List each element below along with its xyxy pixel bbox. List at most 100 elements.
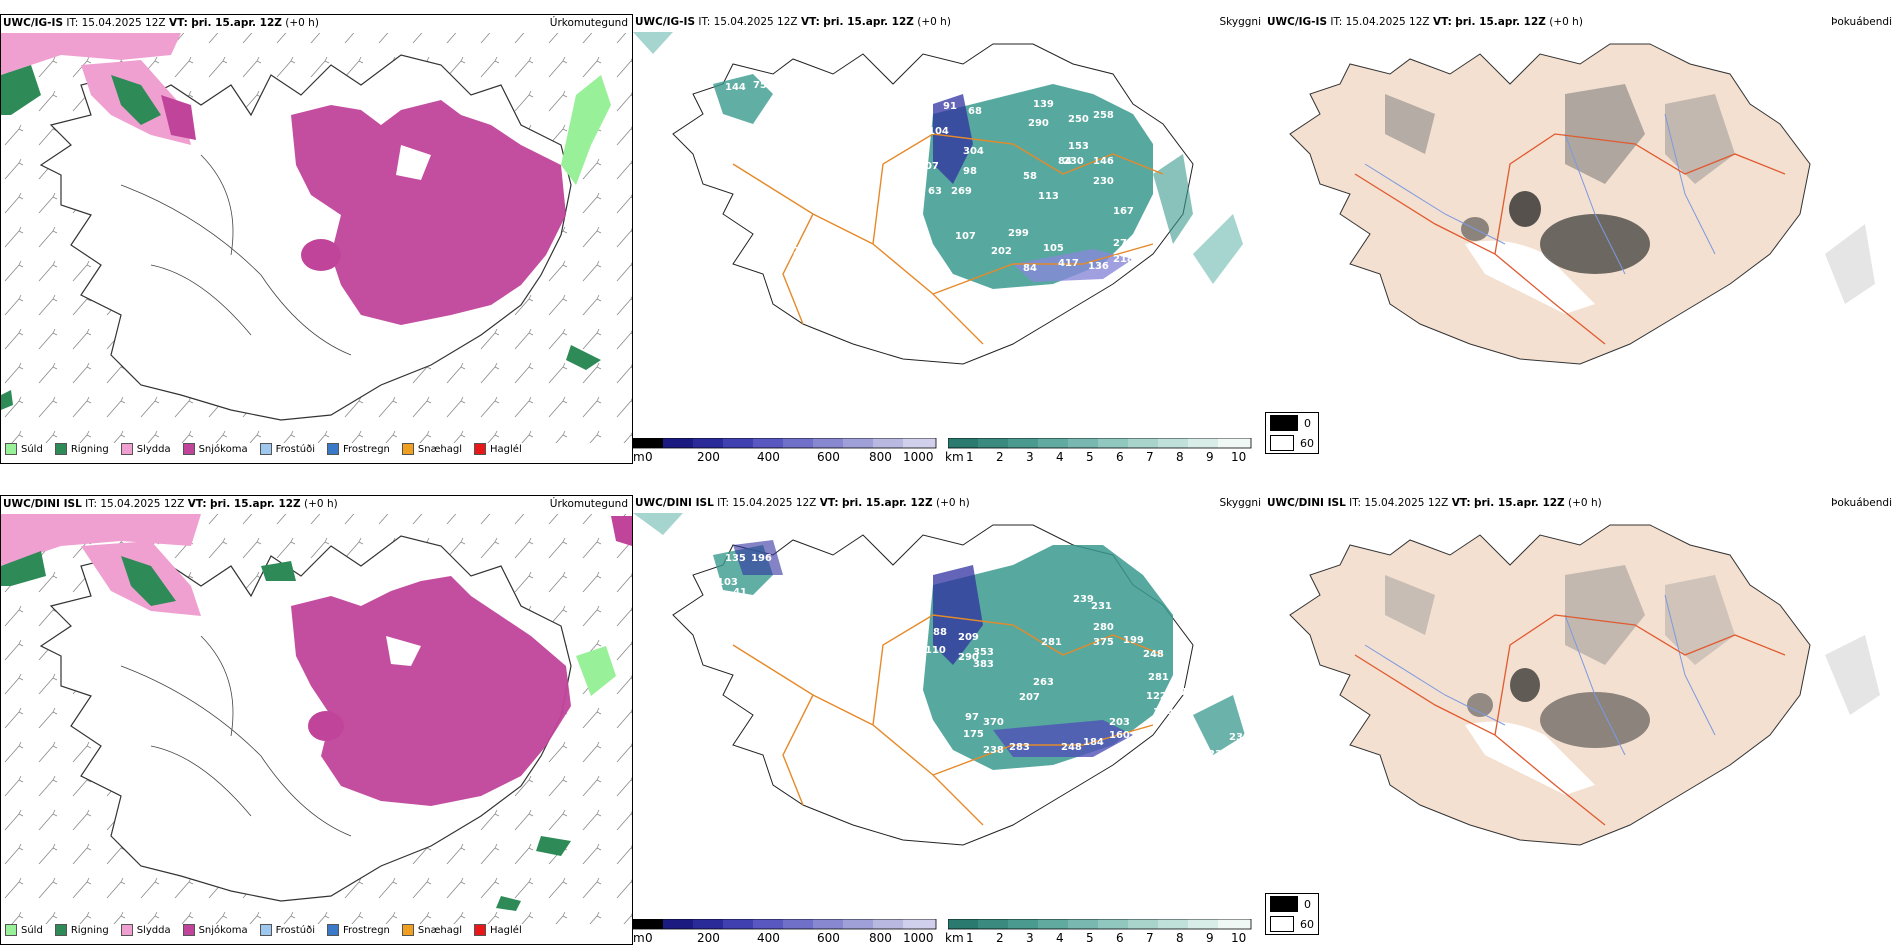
visibility-colorbar [948,438,1252,449]
legend-swatch [5,924,17,936]
svg-text:63: 63 [928,186,942,197]
svg-text:281: 281 [1148,672,1169,683]
snow-area [291,576,571,806]
snow-area [291,100,566,325]
panel-title: Úrkomutegund [549,498,628,510]
svg-text:209: 209 [958,632,979,643]
legend-swatch [401,443,414,455]
rain-area [1,551,46,586]
fog-map [1289,524,1880,846]
svg-text:167: 167 [1113,206,1134,217]
svg-text:107: 107 [918,161,939,172]
svg-text:103: 103 [717,577,738,588]
legend-swatch [120,443,133,455]
road-network [732,614,1164,826]
snow-unit: m [633,450,645,464]
svg-text:154: 154 [1153,707,1174,718]
svg-text:146: 146 [1093,156,1114,167]
fog-legend: 0 60 [1265,412,1319,454]
svg-text:230: 230 [1063,156,1084,167]
svg-text:176: 176 [1173,687,1194,698]
legend-swatch [54,924,67,936]
svg-text:218: 218 [1113,254,1134,265]
panel-header: UWC/DINI ISL IT: 15.04.2025 12Z VT: þri.… [3,498,338,510]
svg-text:283: 283 [1009,742,1030,753]
precip-legend: Súld Rigning Slydda Snjókoma Frostúði Fr… [5,924,522,936]
legend-swatch [474,924,487,936]
svg-text:261: 261 [793,246,814,257]
svg-text:299: 299 [1008,228,1029,239]
svg-text:99: 99 [896,719,910,730]
panel-title: Þokuábendi [1831,16,1892,28]
svg-text:280: 280 [1093,622,1114,633]
svg-text:353: 353 [973,647,994,658]
svg-text:383: 383 [973,659,994,670]
svg-text:135: 135 [725,553,746,564]
svg-text:41: 41 [733,587,747,598]
svg-text:110: 110 [925,645,946,656]
svg-text:231: 231 [1091,601,1112,612]
visibility-panel-row2: UWC/DINI ISL IT: 15.04.2025 12Z VT: þri.… [633,495,1265,945]
legend-swatch [327,924,339,936]
rivers [1364,113,1716,275]
svg-text:97: 97 [965,712,979,723]
svg-text:559: 559 [751,612,772,623]
svg-text:105: 105 [1043,243,1064,254]
svg-text:84: 84 [1023,263,1037,274]
legend-swatch [5,443,17,455]
drizzle-area [561,75,611,185]
panel-header: UWC/DINI ISL IT: 15.04.2025 12Z VT: þri.… [635,497,970,509]
precip-legend: Súld Rigning Slydda Snjókoma Frostúði Fr… [5,443,522,455]
road-network [732,133,1164,345]
svg-text:281: 281 [1041,637,1062,648]
svg-text:196: 196 [751,553,772,564]
svg-text:250: 250 [1068,114,1089,125]
svg-text:304: 304 [963,146,984,157]
svg-text:139: 139 [1033,99,1054,110]
snow-depth-area [933,94,973,184]
svg-text:248: 248 [1061,742,1082,753]
svg-text:272: 272 [1113,238,1134,249]
visibility-unit: km [945,931,964,945]
svg-text:175: 175 [963,729,984,740]
panel-title: Skyggni [1219,497,1262,509]
snow-depth-colorbar [633,438,937,449]
snow-depth-labels: 144 75 91 68 139 104 304 290 250 258 107… [725,80,1152,274]
svg-text:370: 370 [983,717,1004,728]
sleet-area [1,514,201,566]
fog-dense [1540,214,1650,274]
svg-text:58: 58 [1023,171,1037,182]
svg-text:11: 11 [1138,232,1152,243]
svg-text:31: 31 [896,733,910,744]
panel-header: UWC/IG-IS IT: 15.04.2025 12Z VT: þri. 15… [3,17,319,29]
svg-text:248: 248 [1143,649,1164,660]
snow-unit: m [633,931,645,945]
svg-text:75: 75 [753,80,767,91]
svg-text:230: 230 [1229,732,1250,743]
sleet-area [1,33,181,75]
svg-text:84: 84 [1058,156,1072,167]
svg-text:160: 160 [1109,730,1130,741]
precip-map [1,514,632,924]
fog-dense [1540,692,1650,748]
panel-header: UWC/IG-IS IT: 15.04.2025 12Z VT: þri. 15… [1267,16,1583,28]
precip-map [1,33,632,443]
precip-type-panel-row2: UWC/DINI ISL IT: 15.04.2025 12Z VT: þri.… [0,495,633,945]
legend-swatch [120,924,133,936]
svg-text:122: 122 [1146,691,1167,702]
svg-text:239: 239 [1073,594,1094,605]
svg-text:269: 269 [951,186,972,197]
svg-text:113: 113 [1038,191,1059,202]
legend-swatch [401,924,414,936]
fog-panel-row2: UWC/DINI ISL IT: 15.04.2025 12Z VT: þri.… [1265,495,1900,945]
svg-text:234: 234 [1208,749,1229,760]
svg-text:144: 144 [725,82,746,93]
svg-text:153: 153 [1068,141,1089,152]
legend-swatch [474,443,487,455]
legend-swatch [259,924,272,936]
svg-text:12: 12 [743,642,757,653]
svg-text:375: 375 [1093,637,1114,648]
panel-title: Þokuábendi [1831,497,1892,509]
svg-text:943: 943 [1033,772,1054,783]
svg-text:184: 184 [1083,737,1104,748]
